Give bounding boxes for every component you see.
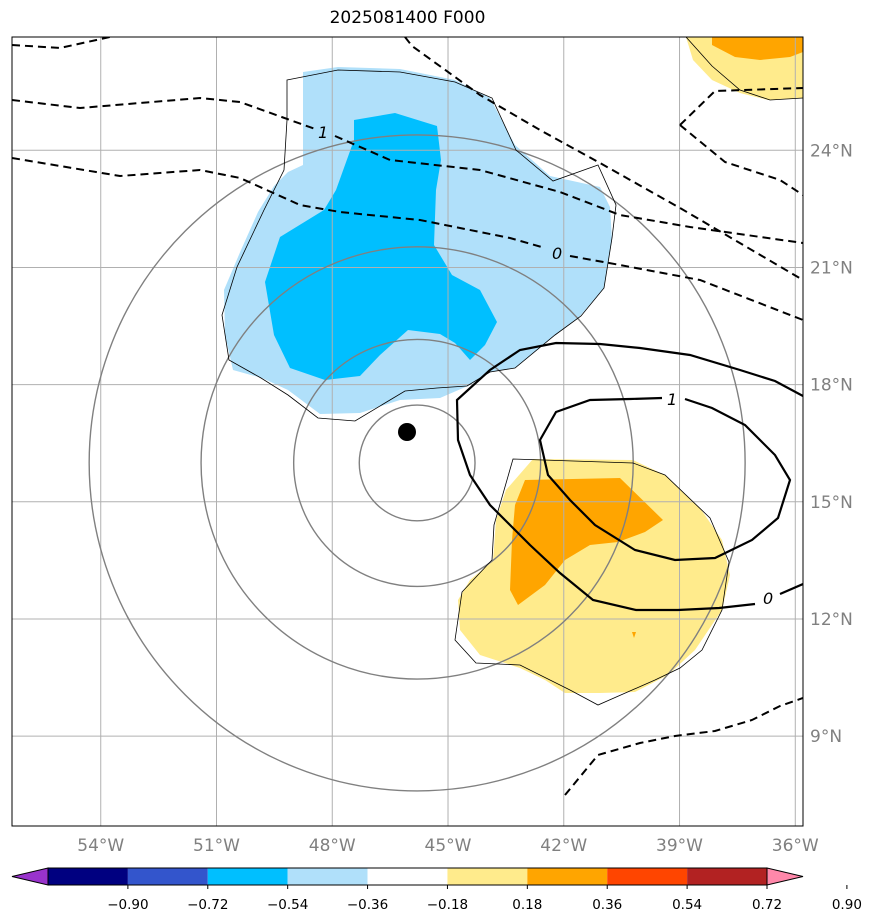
- range-ring: [358, 404, 476, 522]
- chart-title: 2025081400 F000: [329, 8, 486, 28]
- colorbar-tick-label: −0.36: [347, 897, 388, 913]
- longitude-labels: 54°W 51°W 48°W 45°W 42°W 39°W 36°W: [77, 836, 819, 856]
- map-area: 1 0 1 0: [12, 37, 803, 826]
- storm-center-marker: [398, 423, 416, 441]
- colorbar-segment: [367, 868, 448, 885]
- contour-label: 0: [552, 244, 562, 263]
- colorbar-tick-label: 0.18: [512, 897, 542, 913]
- colorbar-segment: [447, 868, 528, 885]
- dashed-contour: [334, 135, 803, 244]
- colorbar-extend-high: [766, 867, 804, 886]
- colorbar-segment: [127, 868, 208, 885]
- dashed-contour: [12, 96, 319, 131]
- colorbar-extend-low: [11, 867, 49, 886]
- thin-outline-south: [454, 458, 730, 706]
- colorbar-tick-label: −0.90: [107, 897, 148, 913]
- colorbar-tick-label: −0.54: [267, 897, 308, 913]
- orange-dot: [632, 632, 636, 638]
- colorbar-outline: [47, 867, 768, 886]
- colorbar-segment: [48, 868, 128, 885]
- longitude-tick-label: 45°W: [425, 836, 472, 856]
- orange-corner-region: [712, 37, 803, 60]
- contour-label: 0: [763, 589, 773, 608]
- range-ring: [88, 134, 746, 792]
- latitude-tick-label: 12°N: [810, 610, 853, 630]
- solid-contour-zero: [455, 341, 803, 612]
- latitude-tick-label: 24°N: [810, 141, 853, 161]
- longitude-tick-label: 36°W: [772, 836, 819, 856]
- dashed-contour: [564, 697, 803, 796]
- orange-region: [510, 478, 663, 605]
- latitude-tick-label: 15°N: [810, 493, 853, 513]
- dashed-contour: [569, 255, 803, 321]
- colorbar-tick-label: 0.36: [592, 897, 622, 913]
- colorbar-segment: [607, 868, 688, 885]
- contour-label: 1: [667, 390, 677, 409]
- longitude-tick-label: 39°W: [656, 836, 703, 856]
- colorbar-tick-label: −0.72: [187, 897, 228, 913]
- blue-region: [265, 113, 497, 380]
- latitude-tick-label: 21°N: [810, 258, 853, 278]
- map-frame: [11, 36, 804, 827]
- solid-contours: [455, 341, 803, 612]
- dashed-contour: [12, 37, 111, 50]
- dashed-contour: [12, 157, 546, 249]
- latitude-tick-label: 9°N: [810, 727, 842, 747]
- thin-outline-corner: [685, 37, 803, 101]
- colorbar-segment: [527, 868, 608, 885]
- contour-label: 1: [318, 123, 328, 142]
- thin-outline-north: [221, 69, 617, 422]
- dashed-contours: [12, 37, 803, 796]
- colorbar-segment: [207, 868, 288, 885]
- gridlines: [12, 37, 803, 826]
- colorbar-segment: [287, 868, 368, 885]
- colorbar-segment: [687, 868, 767, 885]
- solid-contour-one: [538, 396, 792, 562]
- dashed-contour: [679, 124, 803, 196]
- solid-contour-zero-end: [779, 582, 803, 596]
- colorbar-tick-label: 0.72: [752, 897, 782, 913]
- colorbar-tick-label: 0.54: [672, 897, 702, 913]
- longitude-tick-label: 48°W: [309, 836, 356, 856]
- dashed-contour: [679, 87, 803, 126]
- longitude-tick-label: 51°W: [193, 836, 240, 856]
- colorbar-tick-label: −0.18: [427, 897, 468, 913]
- latitude-tick-label: 18°N: [810, 376, 853, 396]
- colorbar: −0.90 −0.72 −0.54 −0.36 −0.18 0.18 0.36 0.54 0.7…: [11, 867, 862, 913]
- longitude-tick-label: 54°W: [77, 836, 124, 856]
- longitude-tick-label: 42°W: [540, 836, 587, 856]
- latitude-labels: 9°N 12°N 15°N 18°N 21°N 24°N: [810, 141, 853, 747]
- colorbar-tick-label: 0.90: [832, 897, 862, 913]
- range-ring: [292, 338, 542, 588]
